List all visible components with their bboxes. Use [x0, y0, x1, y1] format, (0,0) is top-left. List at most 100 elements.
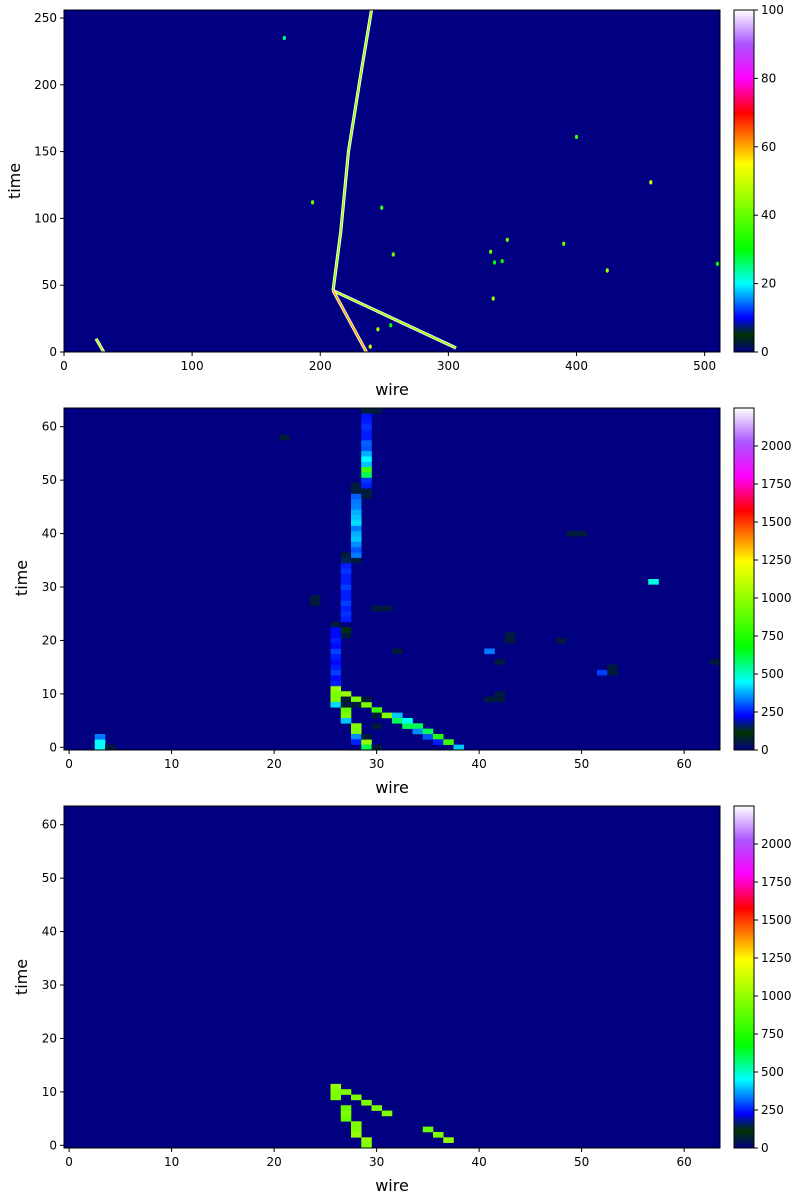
heatmap-cell	[361, 472, 372, 478]
heatmap-cell	[351, 739, 362, 745]
heatmap-cell	[371, 408, 383, 414]
heatmap-cell	[351, 723, 362, 729]
colorbar-tick-label: 40	[761, 208, 776, 222]
heatmap-cell	[351, 493, 362, 500]
heatmap-cell	[453, 744, 465, 751]
y-tick-label: 60	[42, 420, 57, 434]
heatmap-cell	[361, 488, 372, 494]
heatmap-cell	[494, 659, 506, 665]
colorbar-tick-label: 0	[761, 743, 769, 757]
heatmap-cell	[361, 477, 372, 484]
heatmap-cell	[361, 493, 372, 500]
heatmap-cell	[422, 728, 434, 735]
heatmap-cell	[371, 712, 383, 719]
heatmap-cell	[361, 466, 372, 473]
hit-blob	[389, 323, 393, 328]
y-tick-label: 20	[42, 1031, 57, 1045]
heatmap-cell	[330, 653, 342, 660]
heatmap-cell	[381, 1110, 393, 1117]
heatmap-cell	[330, 1083, 342, 1090]
heatmap-cell	[433, 739, 444, 745]
heatmap-cell	[422, 733, 434, 740]
y-tick-label: 50	[42, 871, 57, 885]
y-tick-label: 40	[42, 925, 57, 939]
y-tick-label: 30	[42, 978, 57, 992]
heatmap-cell	[361, 445, 372, 452]
hit-blob	[391, 252, 395, 257]
colorbar-tick-label: 500	[761, 1065, 784, 1079]
heatmap-cell	[607, 664, 618, 671]
colorbar-tick-label: 500	[761, 667, 784, 681]
colorbar-tick-label: 0	[761, 1141, 769, 1155]
heatmap-cell	[484, 696, 495, 703]
heatmap-cell	[330, 1089, 342, 1095]
heatmap-cell	[361, 461, 372, 468]
heatmap-cell	[371, 707, 383, 713]
colorbar-gradient	[733, 9, 755, 353]
colorbar-tick-label: 1750	[761, 875, 792, 889]
heatmap-cell	[340, 557, 352, 564]
x-tick-label: 10	[164, 1155, 179, 1169]
hit-blob	[574, 134, 579, 140]
heatmap-cell	[330, 648, 342, 655]
heatmap-cell	[494, 691, 506, 697]
colorbar-tick-label: 2000	[761, 837, 792, 851]
heatmap-cell	[351, 1121, 362, 1127]
heatmap-cell	[402, 723, 413, 729]
y-tick-label: 10	[42, 1085, 57, 1099]
x-tick-label: 100	[181, 359, 204, 373]
heatmap-cell	[361, 1099, 372, 1106]
heatmap-cell	[279, 434, 290, 441]
heatmap-cell	[340, 552, 352, 558]
heatmap-cell	[361, 413, 372, 419]
heatmap-cell	[361, 744, 372, 751]
x-tick-label: 60	[676, 1155, 691, 1169]
heatmap-cell	[94, 739, 106, 745]
y-tick-label: 150	[34, 145, 57, 159]
heatmap-cell	[576, 530, 588, 537]
colorbar-tick-label: 1750	[761, 477, 792, 491]
heatmap-cell	[351, 504, 362, 510]
heatmap-cell	[340, 605, 352, 612]
heatmap-cell	[361, 450, 372, 457]
colorbar-gradient	[733, 805, 755, 1149]
heatmap-cell	[351, 488, 362, 494]
heatmap-cell	[340, 701, 352, 708]
colorbar-tick-label: 1000	[761, 591, 792, 605]
heatmap-cell	[94, 733, 106, 740]
heatmap-cell	[94, 744, 106, 751]
heatmap-cell	[310, 600, 321, 607]
panel-3-background	[64, 806, 720, 1148]
heatmap-cell	[566, 530, 577, 537]
heatmap-cell	[340, 573, 352, 580]
heatmap-cell	[351, 1131, 362, 1138]
x-tick-label: 0	[65, 757, 73, 771]
heatmap-cell	[361, 456, 372, 462]
heatmap-cell	[371, 605, 383, 612]
colorbar-tick-label: 20	[761, 277, 776, 291]
hit-blob	[310, 200, 315, 205]
x-tick-label: 20	[266, 1155, 281, 1169]
heatmap-cell	[330, 669, 342, 676]
heatmap-cell	[351, 520, 362, 526]
colorbar-tick-label: 1500	[761, 913, 792, 927]
colorbar-tick-label: 0	[761, 345, 769, 359]
heatmap-cell	[392, 712, 403, 719]
heatmap-cell	[340, 584, 352, 590]
heatmap-cell	[556, 637, 567, 644]
panel-2-frame	[63, 407, 721, 751]
heatmap-cell	[340, 691, 352, 697]
heatmap-cell	[709, 659, 721, 665]
panel-1: 0 100 200 300 400 500 0 50 100 150 200 250 0 20 40 60…	[5, 3, 784, 399]
heatmap-cell	[340, 1089, 352, 1095]
heatmap-cell	[648, 579, 659, 585]
heatmap-cell	[351, 525, 362, 532]
x-tick-label: 0	[60, 359, 68, 373]
y-tick-label: 50	[42, 278, 57, 292]
x-tick-label: 300	[437, 359, 460, 373]
y-tick-label: 0	[49, 1138, 57, 1152]
hit-blob	[368, 344, 372, 349]
x-tick-label: 50	[574, 757, 589, 771]
hit-blob	[282, 35, 286, 41]
heatmap-cell	[381, 712, 393, 719]
